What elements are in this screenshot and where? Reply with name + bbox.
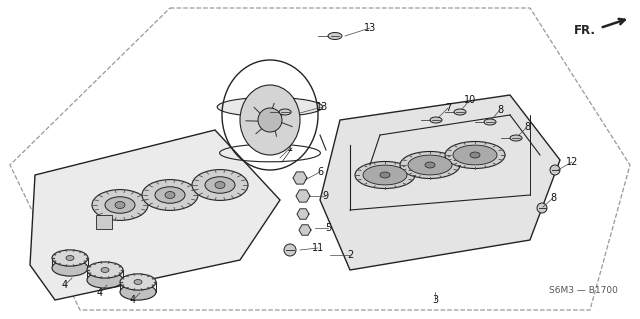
Ellipse shape [430, 117, 442, 123]
Ellipse shape [453, 145, 497, 165]
Ellipse shape [120, 284, 156, 300]
Ellipse shape [425, 162, 435, 168]
Text: 1: 1 [287, 143, 293, 153]
Ellipse shape [240, 85, 300, 155]
Text: 9: 9 [322, 191, 328, 201]
Polygon shape [297, 209, 309, 219]
Ellipse shape [454, 109, 466, 115]
Text: 3: 3 [432, 295, 438, 305]
Ellipse shape [363, 165, 407, 185]
Circle shape [258, 108, 282, 132]
Ellipse shape [87, 262, 123, 278]
Ellipse shape [355, 161, 415, 189]
Text: 8: 8 [497, 105, 503, 115]
Circle shape [537, 203, 547, 213]
Text: 13: 13 [364, 23, 376, 33]
Ellipse shape [380, 172, 390, 178]
Circle shape [284, 244, 296, 256]
Ellipse shape [52, 260, 88, 276]
Text: 8: 8 [524, 122, 530, 132]
Ellipse shape [165, 191, 175, 198]
Text: 6: 6 [317, 167, 323, 177]
Text: 12: 12 [566, 157, 578, 167]
Text: 2: 2 [347, 250, 353, 260]
Polygon shape [299, 225, 311, 235]
Ellipse shape [408, 155, 452, 175]
Text: 4: 4 [97, 288, 103, 298]
Ellipse shape [52, 250, 88, 266]
Ellipse shape [279, 109, 291, 115]
Ellipse shape [155, 187, 185, 203]
Polygon shape [293, 172, 307, 184]
Ellipse shape [217, 97, 323, 117]
Text: 10: 10 [464, 95, 476, 105]
Text: 8: 8 [550, 193, 556, 203]
Text: 13: 13 [316, 102, 328, 112]
Polygon shape [320, 95, 560, 270]
Ellipse shape [92, 189, 148, 220]
Text: FR.: FR. [574, 24, 596, 36]
Ellipse shape [66, 256, 74, 261]
Text: 4: 4 [130, 295, 136, 305]
Ellipse shape [115, 202, 125, 209]
Ellipse shape [470, 152, 480, 158]
Ellipse shape [484, 119, 496, 125]
FancyBboxPatch shape [96, 215, 112, 229]
Text: 4: 4 [62, 280, 68, 290]
Ellipse shape [328, 33, 342, 40]
Text: 7: 7 [445, 103, 451, 113]
Polygon shape [296, 190, 310, 202]
Ellipse shape [105, 197, 135, 213]
Ellipse shape [192, 170, 248, 200]
Ellipse shape [142, 180, 198, 211]
Text: 11: 11 [312, 243, 324, 253]
Text: 5: 5 [325, 223, 331, 233]
Ellipse shape [510, 135, 522, 141]
Ellipse shape [215, 182, 225, 189]
Text: S6M3 — B1700: S6M3 — B1700 [549, 286, 618, 295]
Ellipse shape [120, 274, 156, 290]
Ellipse shape [400, 152, 460, 179]
Ellipse shape [87, 272, 123, 288]
Ellipse shape [134, 279, 142, 285]
Ellipse shape [101, 268, 109, 272]
Ellipse shape [445, 142, 505, 168]
Polygon shape [30, 130, 280, 300]
Ellipse shape [205, 177, 235, 193]
Circle shape [550, 165, 560, 175]
